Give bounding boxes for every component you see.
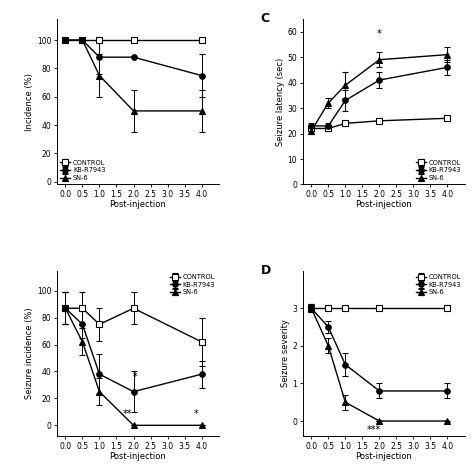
X-axis label: Post-injection: Post-injection xyxy=(356,201,412,210)
X-axis label: Post-injection: Post-injection xyxy=(109,452,166,461)
Text: C: C xyxy=(261,12,270,25)
Y-axis label: Incidence (%): Incidence (%) xyxy=(25,73,34,131)
Text: *: * xyxy=(377,29,382,39)
Y-axis label: Seizure latency (sec): Seizure latency (sec) xyxy=(276,58,285,146)
Legend: CONTROL, KB-R7943, SN-6: CONTROL, KB-R7943, SN-6 xyxy=(169,273,217,297)
Legend: CONTROL, KB-R7943, SN-6: CONTROL, KB-R7943, SN-6 xyxy=(59,158,107,182)
Legend: CONTROL, KB-R7943, SN-6: CONTROL, KB-R7943, SN-6 xyxy=(415,158,463,182)
Legend: CONTROL, KB-R7943, SN-6: CONTROL, KB-R7943, SN-6 xyxy=(415,273,463,297)
Y-axis label: Seizure severity: Seizure severity xyxy=(281,319,290,387)
Text: *: * xyxy=(133,372,137,382)
X-axis label: Post-injection: Post-injection xyxy=(109,201,166,210)
Y-axis label: Seizure incidence (%): Seizure incidence (%) xyxy=(25,308,34,399)
Text: *: * xyxy=(194,409,199,419)
Text: D: D xyxy=(261,264,271,277)
Text: **: ** xyxy=(123,409,132,419)
X-axis label: Post-injection: Post-injection xyxy=(356,452,412,461)
Text: ***: *** xyxy=(367,425,382,435)
